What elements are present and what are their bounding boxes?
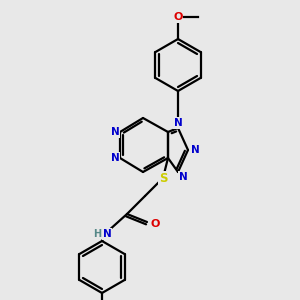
Text: O: O	[173, 12, 183, 22]
Text: H: H	[93, 229, 101, 239]
Text: O: O	[150, 219, 160, 229]
Text: S: S	[159, 172, 167, 184]
Text: N: N	[174, 118, 182, 128]
Text: N: N	[111, 127, 119, 137]
Text: N: N	[178, 172, 188, 182]
Text: N: N	[190, 145, 200, 155]
Text: N: N	[111, 153, 119, 163]
Text: N: N	[103, 229, 111, 239]
